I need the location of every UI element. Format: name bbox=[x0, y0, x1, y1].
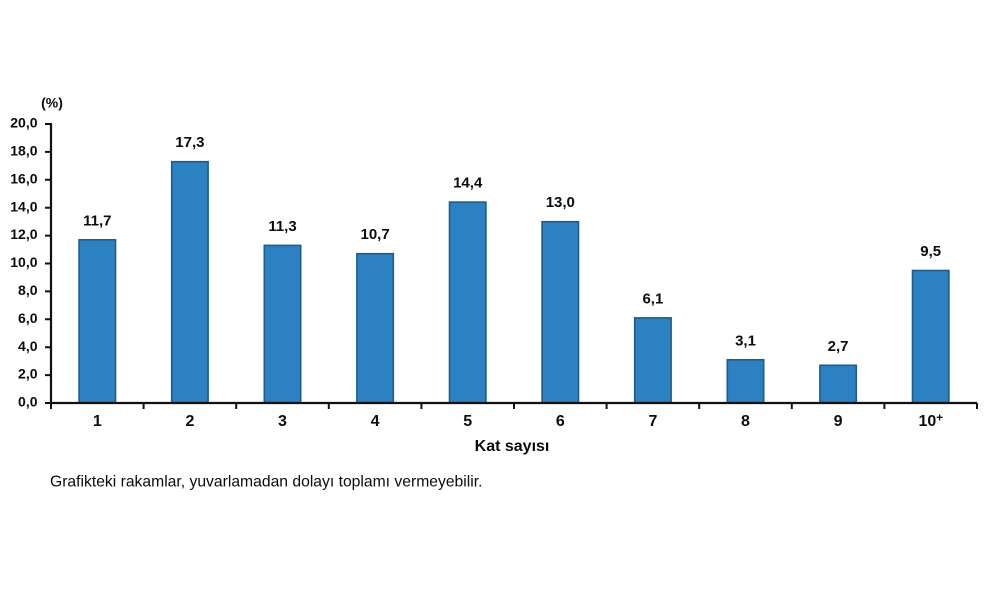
svg-text:10+: 10+ bbox=[918, 412, 943, 430]
svg-text:6,0: 6,0 bbox=[18, 310, 38, 326]
svg-text:9,5: 9,5 bbox=[920, 243, 941, 260]
svg-text:0,0: 0,0 bbox=[18, 394, 38, 410]
svg-text:9: 9 bbox=[834, 413, 843, 430]
svg-text:10,7: 10,7 bbox=[360, 226, 389, 243]
svg-text:3: 3 bbox=[278, 413, 287, 430]
svg-text:12,0: 12,0 bbox=[10, 226, 37, 242]
svg-text:2: 2 bbox=[185, 413, 194, 430]
svg-text:11,3: 11,3 bbox=[268, 218, 296, 235]
svg-text:20,0: 20,0 bbox=[10, 115, 37, 131]
svg-text:8: 8 bbox=[741, 413, 750, 430]
svg-text:4,0: 4,0 bbox=[18, 338, 38, 354]
svg-text:14,0: 14,0 bbox=[10, 198, 37, 214]
svg-text:13,0: 13,0 bbox=[546, 194, 575, 211]
svg-text:2,0: 2,0 bbox=[18, 366, 38, 382]
svg-text:(%): (%) bbox=[41, 95, 63, 111]
svg-text:1: 1 bbox=[93, 413, 102, 430]
svg-text:2,7: 2,7 bbox=[828, 338, 849, 355]
svg-text:17,3: 17,3 bbox=[175, 134, 204, 151]
svg-text:10,0: 10,0 bbox=[10, 254, 37, 270]
svg-text:5: 5 bbox=[463, 413, 472, 430]
svg-text:16,0: 16,0 bbox=[10, 170, 37, 186]
svg-text:14,4: 14,4 bbox=[453, 175, 483, 192]
svg-text:6: 6 bbox=[556, 413, 565, 430]
svg-text:7: 7 bbox=[648, 413, 657, 430]
svg-text:8,0: 8,0 bbox=[18, 282, 38, 298]
svg-text:Grafikteki rakamlar, yuvarlama: Grafikteki rakamlar, yuvarlamadan dolayı… bbox=[50, 474, 482, 491]
svg-text:3,1: 3,1 bbox=[735, 332, 756, 349]
svg-text:18,0: 18,0 bbox=[10, 143, 37, 159]
svg-text:Kat sayısı: Kat sayısı bbox=[475, 438, 550, 455]
svg-text:4: 4 bbox=[371, 413, 380, 430]
svg-text:6,1: 6,1 bbox=[642, 290, 663, 307]
svg-text:11,7: 11,7 bbox=[83, 212, 111, 229]
